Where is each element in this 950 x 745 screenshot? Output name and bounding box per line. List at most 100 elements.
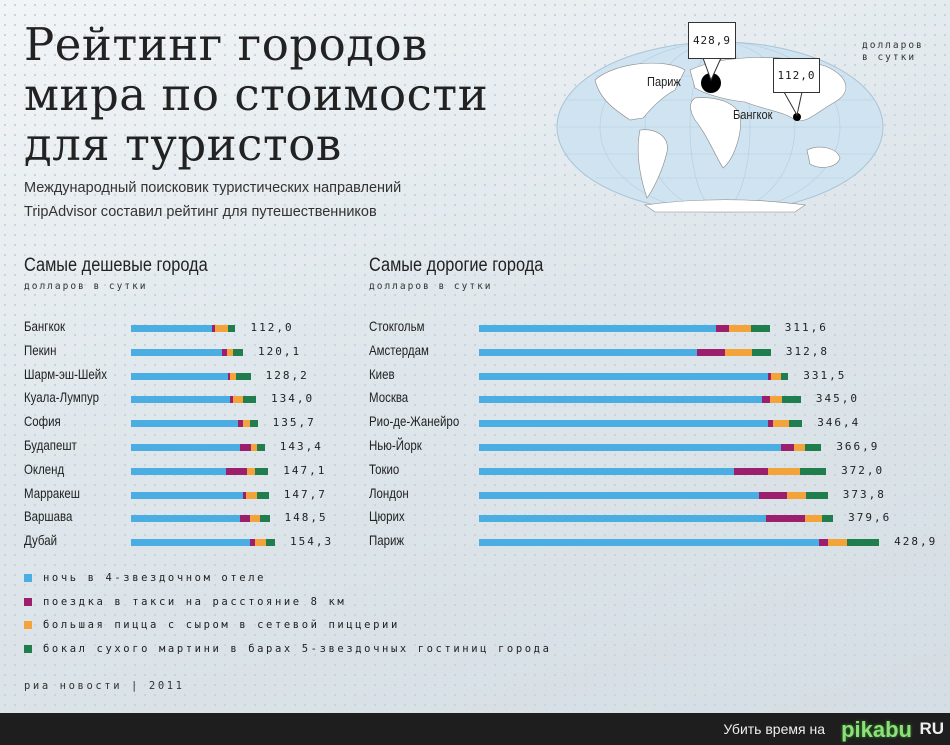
city-label: Лондон	[369, 484, 409, 501]
legend-swatch	[24, 621, 32, 629]
bar-segment-hotel	[131, 420, 239, 428]
bar-segment-martini	[256, 444, 265, 451]
world-map	[556, 41, 884, 213]
city-label: Нью-Йорк	[369, 437, 422, 453]
legend-swatch	[24, 597, 32, 606]
bar-segment-hotel	[479, 348, 697, 356]
cheapest-title: Самые дешевые города	[24, 255, 208, 276]
total-value-label: 112,0	[250, 321, 294, 334]
bar-segment-pizza	[246, 491, 258, 499]
legend-item-martini: бокал сухого мартини в барах 5-звездочны…	[24, 643, 552, 655]
bar-segment-taxi	[768, 372, 771, 380]
total-value-label: 148,5	[284, 511, 328, 525]
title-line: мира по стоимости	[24, 68, 489, 121]
city-label: Токио	[369, 460, 400, 477]
bar-segment-taxi	[781, 444, 794, 451]
bar-segment-taxi	[240, 444, 252, 451]
cheapest-unit: долларов в сутки	[24, 281, 148, 292]
total-value-label: 346,4	[817, 416, 861, 430]
map-unit-line: в сутки	[862, 52, 917, 63]
bar-segment-martini	[800, 467, 827, 475]
city-label: Варшава	[24, 508, 73, 525]
legend-label: поездка в такси на расстояние 8 км	[43, 595, 347, 608]
bar-segment-taxi	[238, 420, 243, 428]
bar-segment-hotel	[479, 396, 762, 404]
bar-segment-pizza	[725, 348, 753, 356]
map-unit-line: долларов	[862, 40, 924, 51]
bar-segment-hotel	[131, 348, 223, 356]
total-value-label: 379,6	[848, 511, 892, 525]
page-title: Рейтинг городов мира по стоимости для ту…	[24, 20, 488, 170]
city-label: Рио-де-Жанейро	[369, 413, 460, 430]
bar-segment-martini	[781, 372, 789, 380]
bar-segment-martini	[804, 444, 822, 451]
city-label: Окленд	[24, 460, 65, 477]
bar-segment-taxi	[242, 491, 247, 499]
bar-segment-pizza	[827, 539, 848, 547]
bar-segment-hotel	[131, 467, 227, 475]
city-label: Амстердам	[369, 341, 429, 358]
bar-segment-hotel	[131, 515, 240, 523]
bar-segment-hotel	[131, 372, 229, 380]
city-label: Дубай	[24, 532, 58, 549]
bar-segment-hotel	[131, 325, 212, 332]
city-label: Марракеш	[24, 484, 80, 501]
bar-segment-martini	[232, 348, 244, 356]
bar-segment-pizza	[227, 348, 233, 356]
total-value-label: 373,8	[842, 487, 886, 501]
bar-segment-hotel	[479, 515, 766, 523]
paris-callout: 428,9	[688, 22, 736, 59]
total-value-label: 366,9	[836, 440, 880, 453]
bar-segment-hotel	[131, 396, 231, 404]
bar-segment-martini	[789, 420, 803, 428]
bangkok-marker	[793, 113, 801, 121]
bar-segment-taxi	[818, 539, 828, 547]
bar-segment-martini	[243, 396, 257, 404]
bangkok-callout: 112,0	[773, 58, 820, 93]
total-value-label: 128,2	[265, 368, 309, 382]
bar-segment-taxi	[765, 515, 805, 523]
bar-segment-martini	[750, 325, 770, 332]
total-value-label: 135,7	[272, 416, 316, 430]
total-value-label: 134,0	[271, 392, 315, 406]
source-credit: риа новости | 2011	[24, 680, 185, 692]
bangkok-map-label: Бангкок	[733, 107, 773, 122]
city-label: Киев	[369, 365, 395, 382]
bar-segment-taxi	[696, 348, 726, 356]
bar-segment-taxi	[733, 467, 768, 475]
bar-segment-taxi	[226, 467, 248, 475]
bar-segment-pizza	[229, 372, 236, 380]
expensive-title: Самые дорогие города	[369, 255, 544, 276]
total-value-label: 428,9	[894, 535, 938, 549]
paris-map-label: Париж	[647, 74, 681, 89]
pikabu-logo[interactable]: pikabu	[841, 717, 912, 742]
bar-segment-taxi	[761, 396, 770, 404]
bar-segment-pizza	[804, 515, 823, 523]
bar-segment-pizza	[251, 444, 257, 451]
bar-segment-martini	[235, 372, 251, 380]
bar-segment-hotel	[131, 444, 241, 451]
legend-item-pizza: большая пицца с сыром в сетевой пиццерии	[24, 619, 400, 631]
bar-segment-martini	[752, 348, 771, 356]
expensive-unit: долларов в сутки	[369, 281, 493, 292]
bar-segment-hotel	[479, 467, 734, 475]
bar-segment-pizza	[215, 325, 229, 332]
legend-swatch	[24, 644, 32, 653]
pikabu-logo-suffix[interactable]: RU	[919, 719, 944, 738]
bar-segment-pizza	[247, 467, 255, 475]
city-label: Цюрих	[369, 508, 405, 525]
bar-segment-hotel	[479, 539, 819, 547]
bar-segment-pizza	[249, 515, 261, 523]
city-label: Пекин	[24, 341, 57, 358]
total-value-label: 143,4	[279, 440, 323, 453]
legend-item-hotel: ночь в 4-звездочном отеле	[24, 572, 266, 584]
city-label: Стокгольм	[369, 318, 425, 334]
bar-segment-hotel	[131, 491, 243, 499]
bar-segment-taxi	[222, 348, 228, 356]
bar-segment-martini	[265, 539, 275, 547]
bar-segment-taxi	[228, 372, 230, 380]
subtitle: Международный поисковик туристических на…	[24, 176, 401, 224]
bar-segment-martini	[805, 491, 828, 499]
total-value-label: 331,5	[803, 368, 847, 382]
total-value-label: 154,3	[289, 535, 334, 549]
